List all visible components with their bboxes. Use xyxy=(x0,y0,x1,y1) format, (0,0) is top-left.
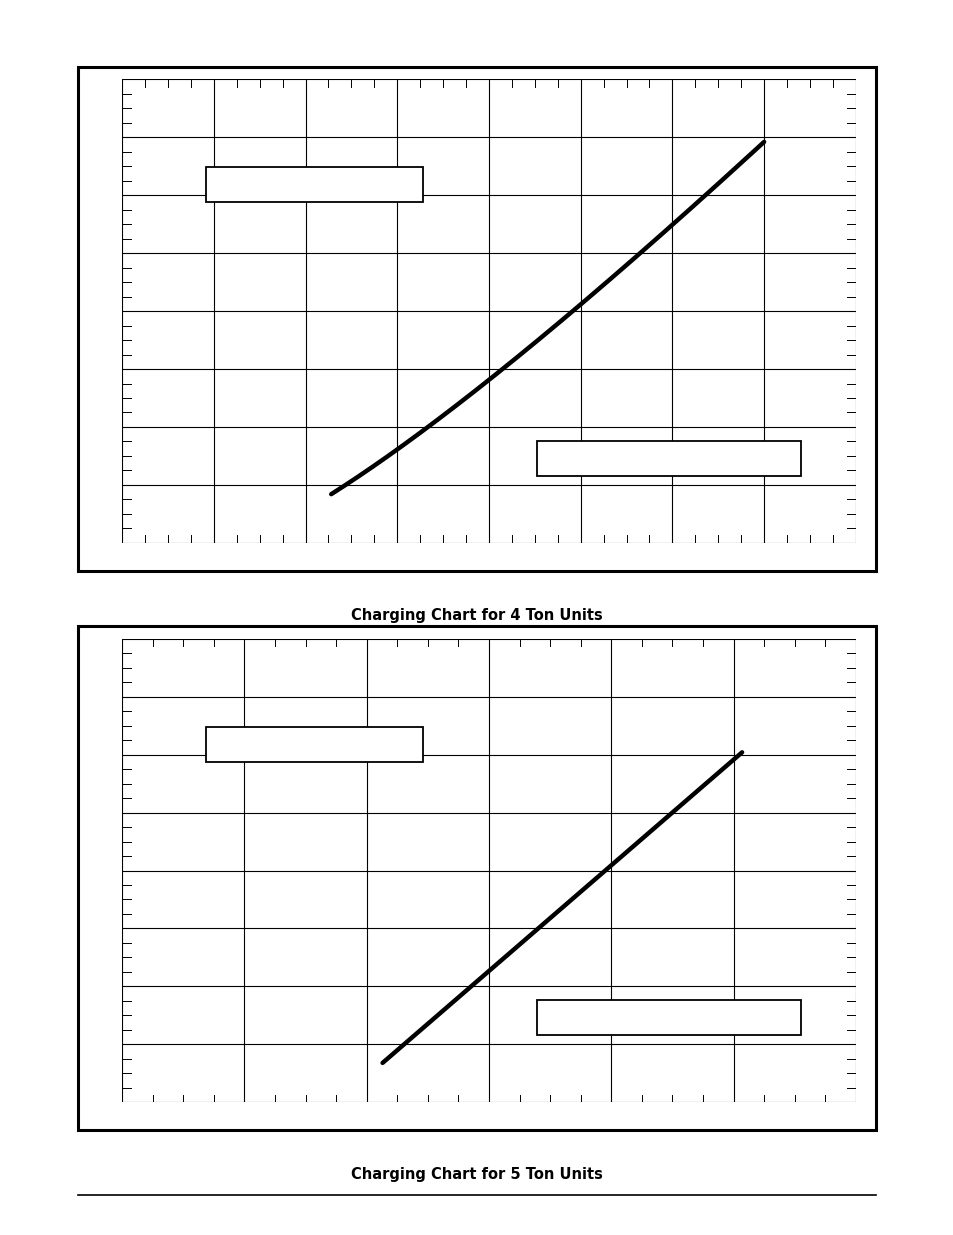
Text: Charging Chart for 5 Ton Units: Charging Chart for 5 Ton Units xyxy=(351,1167,602,1182)
Bar xyxy=(537,1000,800,1035)
Bar xyxy=(206,168,422,203)
Text: Charging Chart for 4 Ton Units: Charging Chart for 4 Ton Units xyxy=(351,608,602,622)
Bar xyxy=(537,441,800,475)
Bar xyxy=(206,727,422,762)
